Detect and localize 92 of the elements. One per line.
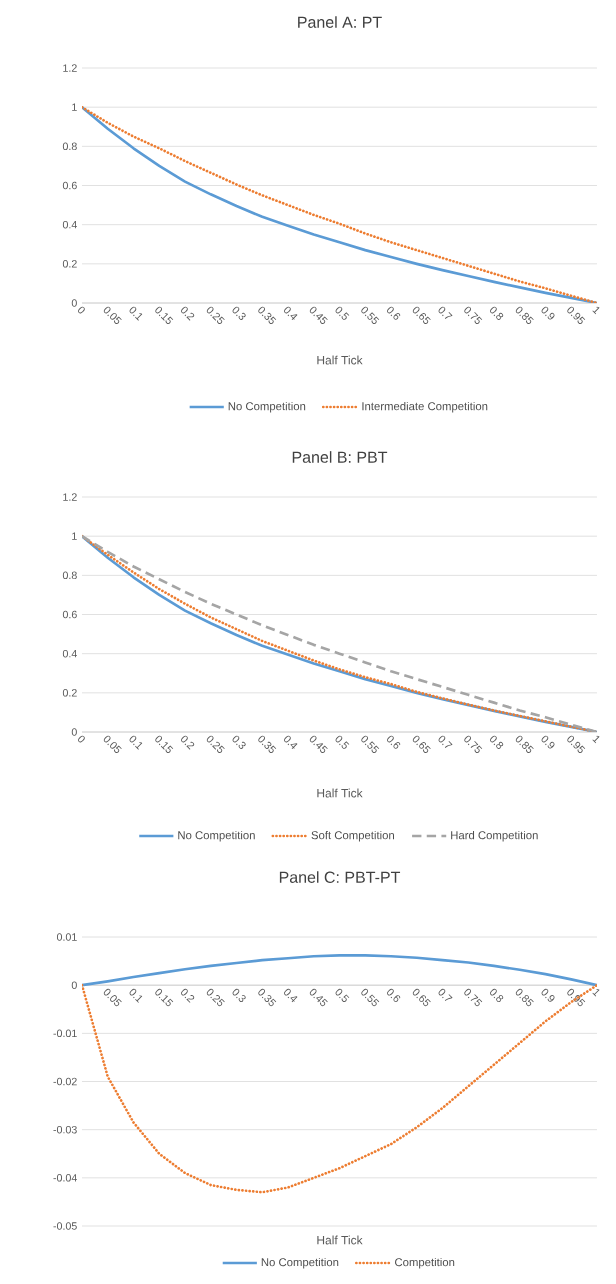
x-tick-label: 0.2 [181, 735, 195, 750]
x-tick-label: 0.6 [387, 735, 401, 749]
x-tick-label: 0.5 [335, 306, 350, 320]
x-tick-label: 0.55 [361, 735, 380, 754]
x-tick-label: 0.75 [464, 306, 483, 325]
y-tick-label: 0.6 [62, 610, 77, 619]
x-axis-title: Half Tick [317, 788, 363, 798]
x-tick-label: 0.45 [309, 735, 328, 754]
y-tick-label: -0.01 [53, 1029, 77, 1038]
x-tick-label: 0.5 [335, 988, 350, 1002]
x-tick-label: 0.6 [387, 988, 401, 1003]
x-tick-label: 0.35 [258, 988, 277, 1007]
legend-label: Intermediate Competition [362, 401, 488, 413]
y-tick-label: -0.03 [53, 1125, 77, 1134]
x-tick-label: 0.1 [129, 306, 143, 321]
x-tick-label: 0.65 [412, 306, 431, 325]
x-tick-label: 0.5 [335, 735, 350, 749]
x-tick-label: 0.3 [232, 735, 246, 749]
x-tick-label: 0.75 [464, 735, 483, 754]
x-tick-label: 0.75 [464, 988, 483, 1007]
legend-label: Hard Competition [451, 830, 538, 842]
legend-label: No Competition [228, 401, 306, 413]
legend-label: Soft Competition [311, 830, 394, 842]
x-tick-label: 0.8 [490, 306, 504, 320]
chart-title: Panel A: PT [298, 16, 382, 28]
y-tick-label: 0.01 [56, 933, 77, 941]
y-tick-label: 0.4 [62, 649, 77, 658]
x-tick-label: 0.85 [515, 735, 534, 754]
x-tick-label: 0 [78, 306, 85, 314]
legend-label: No Competition [178, 830, 255, 842]
x-tick-label: 0.25 [206, 306, 225, 325]
chart-title: Panel C: PBT-PT [279, 871, 401, 883]
legend-label: No Competition [261, 1257, 339, 1269]
x-tick-label: 0.4 [284, 735, 298, 750]
line-series [82, 105, 597, 304]
x-tick-label: 0.95 [567, 735, 586, 754]
x-tick-label: 0.8 [490, 735, 504, 749]
x-tick-label: 0.2 [181, 988, 195, 1003]
x-tick-label: 0.9 [541, 306, 555, 320]
x-tick-label: 1 [592, 735, 600, 744]
x-tick-label: 0.9 [541, 735, 555, 749]
x-tick-label: 0.55 [361, 306, 380, 325]
x-tick-label: 0 [78, 735, 85, 743]
y-tick-label: 0.2 [62, 260, 77, 268]
y-tick-label: 0.4 [62, 220, 77, 229]
x-tick-label: 0.15 [155, 735, 174, 754]
legend-label: Competition [395, 1257, 455, 1269]
x-tick-label: 0.6 [387, 306, 401, 320]
y-tick-label: -0.05 [53, 1222, 77, 1230]
x-tick-label: 0.1 [129, 988, 143, 1003]
x-tick-label: 0.25 [206, 735, 225, 754]
y-tick-label: 0.6 [62, 181, 77, 190]
y-tick-label: 0 [71, 728, 77, 736]
x-tick-label: 0.95 [567, 306, 586, 325]
line-series [82, 953, 597, 987]
x-tick-label: 0.3 [232, 988, 246, 1003]
y-tick-label: 1.2 [63, 64, 77, 72]
y-tick-label: 0.8 [62, 571, 77, 580]
x-tick-label: 0.7 [438, 735, 453, 748]
x-tick-label: 0.7 [438, 306, 453, 319]
x-tick-label: 0.35 [258, 306, 277, 325]
x-tick-label: 0.3 [232, 306, 246, 320]
y-tick-label: -0.04 [53, 1174, 77, 1182]
x-axis-title: Half Tick [317, 355, 363, 365]
x-tick-label: 0.15 [155, 988, 174, 1007]
x-tick-label: 0.7 [438, 988, 453, 1002]
x-tick-label: 0.1 [129, 735, 143, 750]
x-tick-label: 0.8 [490, 988, 504, 1003]
x-tick-label: 0.4 [284, 306, 298, 321]
x-axis-title: Half Tick [317, 1235, 363, 1245]
x-tick-label: 0.85 [515, 306, 534, 325]
x-tick-label: 0.95 [567, 988, 586, 1007]
x-tick-label: 0.2 [181, 306, 195, 321]
x-tick-label: 1 [592, 306, 600, 315]
y-tick-label: 0.2 [62, 689, 77, 697]
x-tick-label: 0.55 [361, 988, 380, 1007]
x-tick-label: 0.05 [103, 735, 122, 754]
y-tick-label: 1 [72, 103, 77, 111]
chart-title: Panel B: PBT [292, 451, 388, 463]
x-tick-label: 0.65 [412, 735, 431, 754]
x-tick-label: 0.9 [541, 988, 555, 1002]
x-tick-label: 1 [592, 989, 600, 997]
y-tick-label: 0 [71, 299, 77, 307]
y-tick-label: 1 [72, 532, 77, 540]
x-tick-label: 0.35 [258, 735, 277, 754]
y-tick-label: 0.8 [62, 142, 77, 151]
x-tick-label: 0.4 [284, 988, 298, 1003]
y-tick-label: -0.02 [53, 1077, 77, 1086]
x-tick-label: 0.45 [309, 306, 328, 325]
x-tick-label: 0.15 [155, 306, 174, 325]
y-tick-label: 1.2 [63, 493, 77, 501]
x-tick-label: 0.05 [103, 306, 122, 325]
